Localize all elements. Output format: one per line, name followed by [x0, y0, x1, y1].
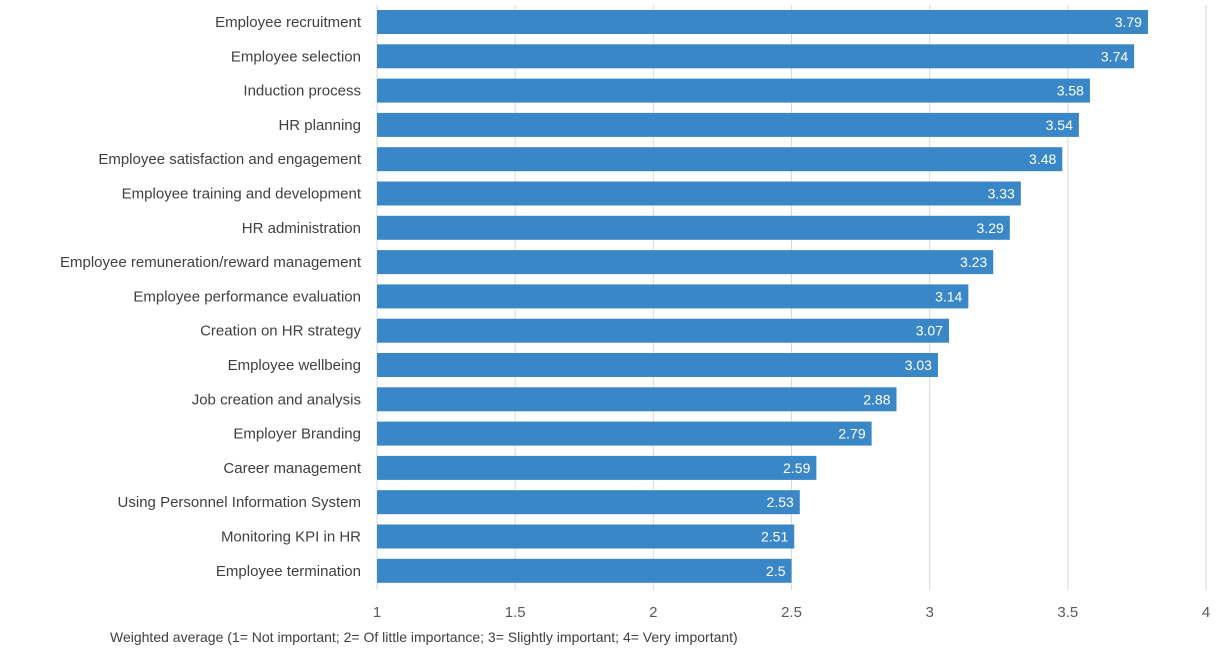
- bar: [377, 181, 1021, 206]
- category-label: Employer Branding: [233, 426, 361, 443]
- bar: [377, 558, 792, 583]
- bar: [377, 353, 938, 377]
- bar: [377, 215, 1010, 240]
- data-label: 3.48: [1029, 151, 1056, 167]
- category-label: Monitoring KPI in HR: [221, 529, 361, 546]
- x-tick-labels: 1 1.5 2 2.5 3 3.5 4: [373, 604, 1210, 621]
- bar: [377, 112, 1079, 137]
- data-label: 3.14: [935, 288, 962, 304]
- category-label: Using Personnel Information System: [118, 494, 361, 511]
- x-tick-label: 4: [1202, 604, 1210, 621]
- category-label: Employee recruitment: [215, 14, 362, 31]
- x-tick-label: 1.5: [505, 604, 526, 621]
- bar: [377, 147, 1063, 172]
- category-label: Employee satisfaction and engagement: [98, 151, 362, 168]
- bars: [377, 10, 1148, 583]
- data-label: 3.74: [1101, 48, 1128, 64]
- x-tick-label: 2: [649, 604, 657, 621]
- category-label: HR administration: [242, 220, 361, 237]
- category-label: Job creation and analysis: [192, 391, 361, 408]
- category-label: Employee termination: [216, 563, 361, 580]
- data-label: 3.58: [1057, 83, 1084, 99]
- data-label: 3.54: [1046, 117, 1073, 133]
- value-labels: 3.79 3.74 3.58 3.54 3.48 3.33 3.29 3.23 3.14 3.07…: [761, 14, 1142, 579]
- category-label: Employee remuneration/reward management: [60, 254, 362, 271]
- category-label: Employee wellbeing: [228, 357, 361, 374]
- data-label: 3.03: [905, 357, 932, 373]
- bar: [377, 44, 1135, 69]
- x-tick-label: 3: [925, 604, 933, 621]
- category-label: Employee training and development: [122, 186, 362, 203]
- data-label: 3.07: [916, 323, 943, 339]
- x-tick-label: 3.5: [1057, 604, 1078, 621]
- data-label: 2.79: [838, 426, 865, 442]
- category-label: Employee performance evaluation: [133, 288, 361, 305]
- data-label: 2.59: [783, 460, 810, 476]
- x-axis-label: Weighted average (1= Not important; 2= O…: [110, 629, 738, 645]
- category-labels: Employee recruitment Employee selection In…: [60, 14, 362, 580]
- data-label: 3.79: [1115, 14, 1142, 30]
- x-tick-label: 2.5: [781, 604, 802, 621]
- x-tick-label: 1: [373, 604, 381, 621]
- data-label: 2.88: [863, 391, 890, 407]
- data-label: 3.23: [960, 254, 987, 270]
- bar: [377, 490, 800, 515]
- bar: [377, 284, 969, 309]
- category-label: Induction process: [243, 83, 361, 100]
- bar: [377, 387, 897, 412]
- data-label: 3.33: [988, 186, 1015, 202]
- data-label: 3.29: [977, 220, 1004, 236]
- data-label: 2.5: [766, 563, 786, 579]
- category-label: Creation on HR strategy: [200, 323, 361, 340]
- category-label: Career management: [223, 460, 361, 477]
- bar: [377, 318, 950, 343]
- category-label: Employee selection: [231, 48, 361, 65]
- bar: [377, 250, 994, 275]
- bar: [377, 524, 795, 549]
- data-label: 2.53: [767, 494, 794, 510]
- category-label: HR planning: [278, 117, 361, 134]
- data-label: 2.51: [761, 529, 788, 545]
- bar: [377, 78, 1090, 103]
- bar: [377, 421, 872, 446]
- bar: [377, 455, 817, 480]
- bar: [377, 10, 1148, 34]
